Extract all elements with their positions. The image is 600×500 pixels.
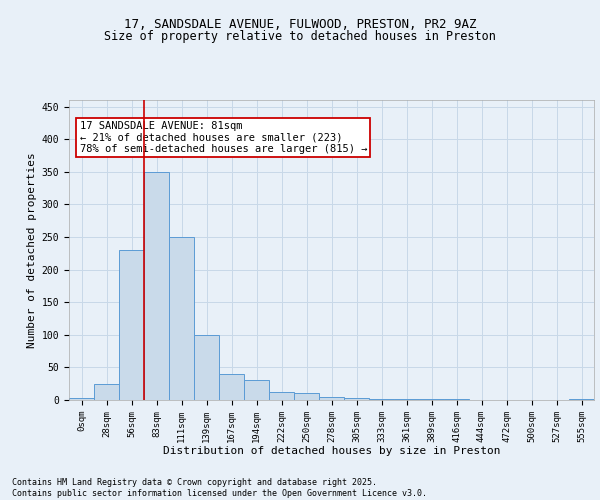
Bar (144, 172, 169, 400)
Bar (569, 398, 594, 400)
Bar (294, 394, 319, 400)
Bar (169, 237, 194, 400)
Y-axis label: Number of detached properties: Number of detached properties (28, 152, 37, 348)
Bar (219, 374, 244, 400)
Bar (319, 396, 344, 400)
Bar (69, 398, 94, 400)
Text: Contains HM Land Registry data © Crown copyright and database right 2025.
Contai: Contains HM Land Registry data © Crown c… (12, 478, 427, 498)
Bar (244, 380, 269, 400)
Bar (119, 250, 144, 400)
Text: Size of property relative to detached houses in Preston: Size of property relative to detached ho… (104, 30, 496, 43)
Bar (269, 392, 294, 400)
Text: 17, SANDSDALE AVENUE, FULWOOD, PRESTON, PR2 9AZ: 17, SANDSDALE AVENUE, FULWOOD, PRESTON, … (124, 18, 476, 30)
Bar (369, 398, 394, 400)
Bar (194, 335, 219, 400)
Text: 17 SANDSDALE AVENUE: 81sqm
← 21% of detached houses are smaller (223)
78% of sem: 17 SANDSDALE AVENUE: 81sqm ← 21% of deta… (79, 121, 367, 154)
Bar (94, 384, 119, 400)
X-axis label: Distribution of detached houses by size in Preston: Distribution of detached houses by size … (163, 446, 500, 456)
Bar (344, 398, 369, 400)
